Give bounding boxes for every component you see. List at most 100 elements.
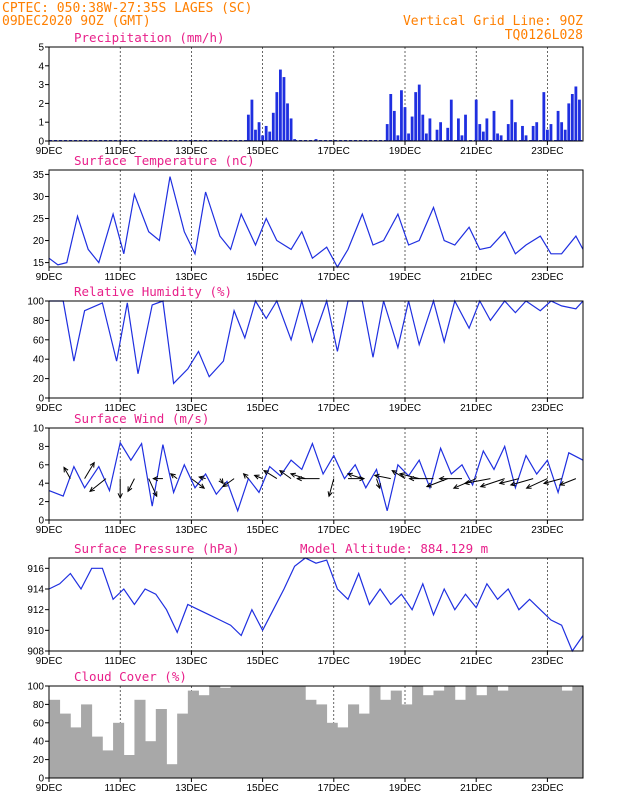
wind-line	[48, 441, 584, 513]
cloud-bar	[166, 764, 178, 778]
precip-bar	[485, 118, 489, 141]
precip-bar	[392, 110, 396, 141]
wind-arrow-head	[169, 473, 176, 479]
wind-arrow-head	[89, 461, 95, 468]
precip-x-tick-label: 19DEC	[389, 146, 421, 157]
precip-bar	[250, 99, 254, 141]
temperature-x-tick-label: 19DEC	[389, 272, 421, 283]
cloud-x-tick-label: 13DEC	[175, 783, 207, 794]
cloud-bar	[401, 704, 413, 778]
wind-arrow	[480, 478, 505, 488]
precip-bar	[492, 110, 496, 141]
cloud-y-tick-label: 60	[33, 718, 45, 729]
precip-bar	[428, 118, 432, 141]
pressure-x-tick-label: 13DEC	[175, 656, 207, 667]
wind-arrow-head	[408, 475, 415, 482]
temperature-frame	[48, 169, 584, 268]
pressure-x-tick-label: 9DEC	[36, 656, 63, 667]
cloud-bar	[550, 686, 563, 778]
wind-arrow-head	[425, 482, 432, 488]
precip-bar	[574, 86, 578, 141]
precip-x-tick-label: 21DEC	[460, 146, 492, 157]
wind-arrow	[290, 473, 306, 480]
wind-arrow-head	[242, 472, 249, 479]
wind-arrow	[263, 470, 278, 480]
precip-y-tick-label: 2	[38, 99, 44, 110]
cloud-bar	[145, 741, 157, 778]
precip-bar	[478, 124, 482, 141]
cloud-bar	[81, 704, 93, 778]
cloud-bar	[59, 713, 71, 778]
cloud-bar	[283, 686, 296, 778]
wind-arrow-head	[63, 466, 69, 473]
cloud-x-tick-label: 19DEC	[389, 783, 421, 794]
humidity-line	[49, 298, 584, 385]
precip-bar	[396, 135, 400, 141]
pressure-x-tick-label: 19DEC	[389, 656, 421, 667]
wind-arrow-head	[498, 479, 505, 485]
cloud-bar	[465, 686, 477, 778]
pressure-x-tick-label: 11DEC	[104, 656, 136, 667]
cloud-bar	[49, 699, 61, 778]
wind-arrow-head	[263, 469, 270, 476]
precip-bar	[435, 129, 439, 141]
wind-arrow-head	[152, 491, 158, 498]
wind-arrow-head	[438, 475, 445, 482]
cloud-bar	[219, 687, 231, 778]
cloud-bar	[294, 686, 306, 778]
cloud-bar	[134, 699, 146, 778]
wind-arrow	[89, 478, 107, 492]
wind-x-tick-label: 9DEC	[36, 525, 63, 536]
humidity-panel: 0 20 40 60 80 100 9DEC 11DEC 13DEC 15DEC 17DEC 19DE…	[27, 284, 584, 414]
cloud-bar	[337, 727, 349, 778]
wind-arrow	[426, 478, 448, 488]
wind-arrow	[127, 478, 135, 492]
wind-x-tick-label: 17DEC	[318, 525, 350, 536]
wind-x-tick-label: 19DEC	[389, 525, 421, 536]
precip-bar	[521, 125, 524, 141]
precip-bar	[460, 135, 464, 141]
wind-panel: 0 2 4 6 8 10 9DEC 11DEC 13DEC 15DEC 17DEC 19DEC 21DE…	[33, 411, 584, 536]
precip-bar	[499, 135, 503, 141]
header-grid-note: Vertical Grid Line: 9OZ	[403, 14, 583, 29]
precip-bar	[417, 84, 421, 141]
precip-bar	[289, 118, 293, 141]
cloud-bar	[486, 686, 498, 778]
wind-arrow-head	[127, 486, 133, 493]
humidity-y-tick-label: 0	[38, 394, 44, 405]
cloud-bar	[230, 686, 242, 778]
precip-bar	[578, 99, 581, 141]
cloud-bar	[497, 690, 509, 778]
cloud-bar	[444, 686, 456, 778]
precip-y-tick-label: 4	[38, 61, 44, 72]
cloud-bar	[433, 690, 445, 778]
precip-bar	[546, 129, 549, 141]
precip-bar	[524, 135, 528, 141]
cloud-bar	[572, 686, 584, 778]
precip-bar	[446, 127, 450, 141]
precip-bar	[246, 114, 250, 141]
cloud-panel: 0 20 40 60 80 100 9DEC 11DEC 13DEC 15DEC 17DEC 19DE…	[27, 669, 584, 794]
pressure-title: Surface Pressure (hPa)	[74, 541, 240, 556]
wind-arrow-head	[479, 482, 486, 488]
cloud-bar	[529, 686, 541, 778]
precip-title: Precipitation (mm/h)	[74, 30, 225, 45]
wind-arrow-head	[289, 472, 296, 478]
precip-bar	[560, 122, 564, 141]
cloud-bar	[251, 686, 263, 778]
cloud-bar	[540, 686, 552, 778]
wind-arrow-head	[199, 483, 206, 489]
cloud-bar	[316, 704, 328, 778]
cloud-bar	[177, 713, 189, 778]
wind-y-tick-label: 2	[38, 497, 44, 508]
wind-x-tick-label: 21DEC	[460, 525, 492, 536]
wind-arrow-head	[253, 474, 260, 480]
wind-arrow-head	[509, 481, 516, 487]
temperature-y-tick-label: 35	[33, 170, 45, 181]
cloud-x-tick-label: 21DEC	[460, 783, 492, 794]
precip-bar	[506, 124, 510, 141]
wind-y-tick-label: 8	[38, 442, 44, 453]
precip-bar	[510, 99, 514, 141]
precip-bar	[424, 133, 428, 141]
